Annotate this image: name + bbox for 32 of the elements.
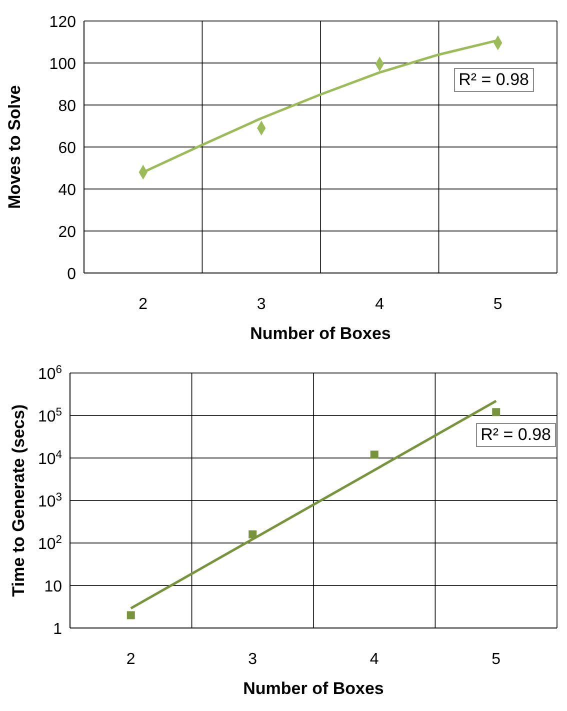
x-tick-label: 5 [492,651,501,668]
y-tick-label: 1 [53,621,62,638]
y-tick-label: 10 [44,578,62,596]
y-tick-label: 10$^{5}$ [38,406,62,426]
y-tick-label: 20 [58,224,76,241]
y-tick-label: 10$^{4}$ [38,449,62,468]
annotation: R² = 0.98 [454,68,534,92]
x-tick-label: 3 [256,296,266,313]
y-tick-label: 80 [58,98,76,115]
y-tick-label: 100 [49,56,76,73]
x-tick-label: 2 [138,296,148,313]
x-axis-title: Number of Boxes [250,324,391,343]
y-axis-title: Time to Generate (secs) [9,404,28,597]
x-tick-label: 4 [375,296,384,313]
x-tick-label: 2 [126,651,136,668]
x-tick-label: 3 [248,651,258,668]
y-axis-title: Moves to Solve [5,85,24,209]
x-tick-label: 5 [493,296,502,313]
y-tick-label: 0 [67,266,76,283]
y-tick-label: 10$^{6}$ [38,364,62,383]
point [126,611,135,620]
y-tick-label: 60 [58,140,76,157]
point [492,408,500,416]
y-tick-label: 40 [58,182,76,199]
point [370,450,378,459]
x-tick-label: 4 [370,651,379,668]
y-tick-label: 10$^{2}$ [38,534,62,553]
annotation: R² = 0.98 [476,423,556,447]
point [248,530,257,538]
y-tick-label: 10$^{3}$ [38,492,62,510]
x-axis-title: Number of Boxes [243,679,384,698]
y-tick-label: 120 [49,14,76,31]
